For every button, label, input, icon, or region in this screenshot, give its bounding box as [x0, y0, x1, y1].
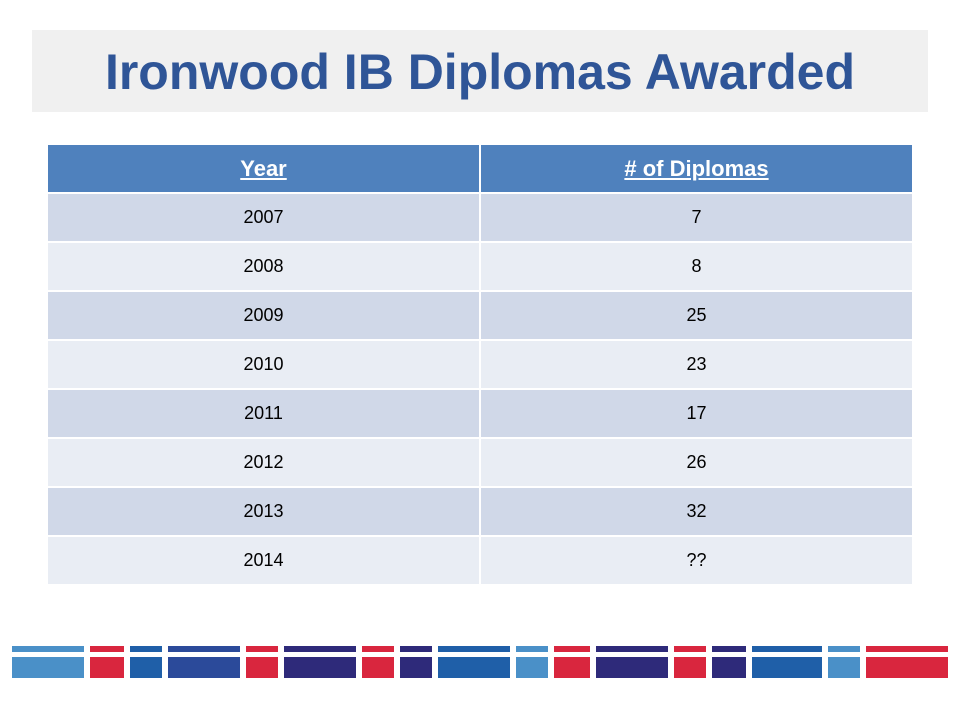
stripe: [712, 646, 746, 652]
table-row: 2010 23: [48, 339, 912, 389]
stripe: [12, 646, 84, 652]
stripe: [130, 657, 162, 678]
table-cell: 8: [479, 241, 912, 291]
stripe: [712, 657, 746, 678]
header-cell: Year: [48, 145, 480, 193]
stripe: [752, 646, 822, 652]
stripe: [438, 657, 510, 678]
stripe: [168, 657, 240, 678]
stripe: [554, 646, 590, 652]
title-band: Ironwood IB Diplomas Awarded: [32, 30, 928, 112]
stripe: [516, 646, 548, 652]
stripe: [516, 657, 548, 678]
stripe: [828, 657, 860, 678]
stripe: [866, 646, 948, 652]
table-cell: 2013: [48, 486, 480, 536]
table-row: 2009 25: [48, 290, 912, 340]
stripe: [674, 646, 706, 652]
table-cell: ??: [479, 535, 912, 584]
table-row: 2013 32: [48, 486, 912, 536]
title: Ironwood IB Diplomas Awarded: [104, 44, 856, 100]
stripe: [284, 657, 356, 678]
table-cell: 17: [479, 388, 912, 438]
stripe: [130, 646, 162, 652]
table: Year # of Diplomas 2007 7 2008 8 2009 25 2010 2…: [48, 145, 912, 584]
stripe: [596, 657, 668, 678]
stripe: [284, 646, 356, 652]
stripe: [90, 657, 124, 678]
table-cell: 2007: [48, 192, 480, 242]
decorative-stripes: [12, 646, 948, 678]
table-cell: 25: [479, 290, 912, 340]
table-cell: 2011: [48, 388, 480, 438]
table-cell: 23: [479, 339, 912, 389]
stripe: [362, 646, 394, 652]
stripe: [400, 657, 432, 678]
table-cell: 2008: [48, 241, 480, 291]
stripe: [866, 657, 948, 678]
stripe: [752, 657, 822, 678]
table-cell: 2010: [48, 339, 480, 389]
table-cell: 32: [479, 486, 912, 536]
stripe: [90, 646, 124, 652]
stripe: [12, 657, 84, 678]
table-cell: 2012: [48, 437, 480, 487]
stripe: [362, 657, 394, 678]
table-row: 2007 7: [48, 192, 912, 242]
table-row: 2008 8: [48, 241, 912, 291]
table-cell: 26: [479, 437, 912, 487]
stripe: [596, 646, 668, 652]
stripe: [246, 646, 278, 652]
table-body: 2007 7 2008 8 2009 25 2010 23 2011 17 2012 26 2013 32…: [48, 192, 912, 584]
stripe: [400, 646, 432, 652]
stripe: [438, 646, 510, 652]
table-row: 2011 17: [48, 388, 912, 438]
stripe: [674, 657, 706, 678]
table-row: 2012 26: [48, 437, 912, 487]
header-row: Year # of Diplomas: [48, 145, 912, 193]
header-cell: # of Diplomas: [479, 145, 912, 193]
table-row: 2014??: [48, 535, 912, 584]
table-cell: 2009: [48, 290, 480, 340]
table-cell: 7: [479, 192, 912, 242]
stripe: [246, 657, 278, 678]
table-cell: 2014: [48, 535, 480, 584]
stripe: [828, 646, 860, 652]
stripe: [554, 657, 590, 678]
stripe: [168, 646, 240, 652]
